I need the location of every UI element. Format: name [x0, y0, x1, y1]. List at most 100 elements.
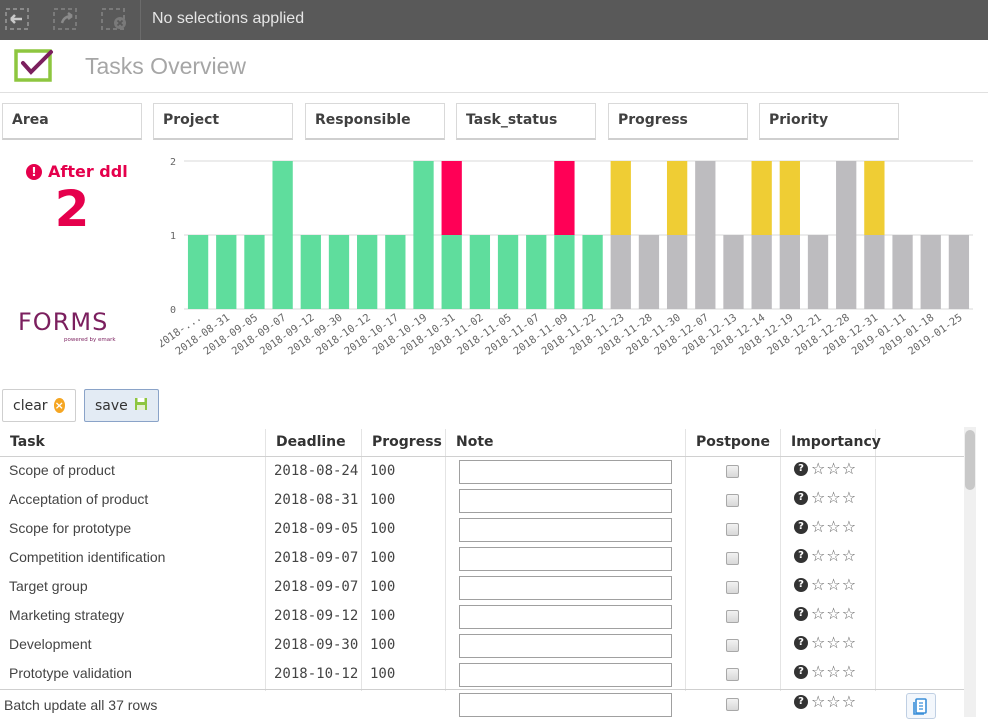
star-icon[interactable]: ☆: [826, 546, 841, 565]
star-icon[interactable]: ☆: [841, 488, 857, 507]
column-header-task[interactable]: Task: [10, 434, 45, 450]
page-title: Tasks Overview: [85, 53, 247, 79]
batch-note-input[interactable]: [459, 693, 672, 717]
task-name: Scope of product: [9, 462, 115, 478]
column-header-progress[interactable]: Progress: [372, 434, 442, 450]
star-icon[interactable]: ☆: [841, 692, 857, 711]
star-icon[interactable]: ☆: [811, 517, 826, 536]
task-name: Marketing strategy: [9, 607, 125, 623]
task-deadline: 2018-09-12: [274, 608, 359, 624]
help-icon[interactable]: ?: [794, 520, 808, 534]
star-icon[interactable]: ☆: [811, 692, 826, 711]
forward-selection-icon[interactable]: [50, 4, 82, 34]
note-input[interactable]: [459, 663, 672, 687]
task-deadline: 2018-09-07: [274, 579, 359, 595]
filter-responsible[interactable]: Responsible: [305, 103, 445, 140]
task-name: Scope for prototype: [9, 520, 132, 536]
table-scrollbar-thumb[interactable]: [965, 430, 975, 490]
task-progress: 100: [370, 579, 396, 595]
star-icon[interactable]: ☆: [841, 517, 857, 536]
clear-button-label: clear: [13, 397, 48, 414]
note-input[interactable]: [459, 518, 672, 542]
star-icon[interactable]: ☆: [811, 633, 826, 652]
filter-area[interactable]: Area: [2, 103, 142, 140]
filter-priority[interactable]: Priority: [759, 103, 899, 140]
bar-segment: [244, 235, 265, 309]
selection-status-text: No selections applied: [152, 10, 305, 27]
task-progress: 100: [370, 608, 396, 624]
star-icon[interactable]: ☆: [841, 604, 857, 623]
bar-segment: [385, 235, 406, 309]
star-icon[interactable]: ☆: [811, 546, 826, 565]
kpi-value: 2: [54, 180, 90, 238]
postpone-checkbox[interactable]: [726, 639, 739, 652]
postpone-checkbox[interactable]: [726, 610, 739, 623]
postpone-checkbox[interactable]: [726, 465, 739, 478]
star-icon[interactable]: ☆: [841, 575, 857, 594]
star-icon[interactable]: ☆: [811, 459, 826, 478]
note-input[interactable]: [459, 460, 672, 484]
copy-icon[interactable]: [906, 693, 936, 719]
star-icon[interactable]: ☆: [826, 633, 841, 652]
bar-segment: [920, 235, 941, 309]
star-icon[interactable]: ☆: [811, 604, 826, 623]
help-icon[interactable]: ?: [794, 607, 808, 621]
star-icon[interactable]: ☆: [826, 692, 841, 711]
help-icon[interactable]: ?: [794, 462, 808, 476]
save-button[interactable]: save: [84, 389, 159, 422]
help-icon[interactable]: ?: [794, 549, 808, 563]
star-icon[interactable]: ☆: [811, 575, 826, 594]
star-icon[interactable]: ☆: [841, 633, 857, 652]
bar-segment: [836, 161, 857, 309]
bar-segment: [526, 235, 547, 309]
filter-progress[interactable]: Progress: [608, 103, 748, 140]
bar-segment: [469, 235, 491, 309]
star-icon[interactable]: ☆: [841, 662, 857, 681]
column-divider: [685, 429, 686, 691]
task-name: Competition identification: [9, 549, 166, 565]
column-header-importancy[interactable]: Importancy: [791, 434, 881, 450]
back-selection-icon[interactable]: [2, 4, 34, 34]
help-icon[interactable]: ?: [794, 491, 808, 505]
note-input[interactable]: [459, 634, 672, 658]
postpone-checkbox[interactable]: [726, 668, 739, 681]
postpone-checkbox[interactable]: [726, 523, 739, 536]
filter-project[interactable]: Project: [153, 103, 293, 140]
task-name: Acceptation of product: [9, 491, 149, 507]
star-icon[interactable]: ☆: [826, 488, 841, 507]
note-input[interactable]: [459, 605, 672, 629]
star-icon[interactable]: ☆: [826, 459, 841, 478]
star-icon[interactable]: ☆: [826, 662, 841, 681]
help-icon[interactable]: ?: [794, 578, 808, 592]
postpone-checkbox[interactable]: [726, 552, 739, 565]
bar-segment: [216, 235, 237, 309]
note-input[interactable]: [459, 576, 672, 600]
task-deadline: 2018-10-12: [274, 666, 359, 682]
star-icon[interactable]: ☆: [826, 604, 841, 623]
filter-task-status[interactable]: Task_status: [456, 103, 596, 140]
star-icon[interactable]: ☆: [826, 517, 841, 536]
column-header-postpone[interactable]: Postpone: [696, 434, 771, 450]
help-icon[interactable]: ?: [794, 665, 808, 679]
star-icon[interactable]: ☆: [841, 459, 857, 478]
clear-selections-icon[interactable]: [98, 4, 130, 34]
title-bar: Tasks Overview: [0, 40, 988, 93]
column-divider: [361, 429, 362, 691]
column-divider: [780, 429, 781, 691]
clear-button[interactable]: clear ×: [2, 389, 76, 422]
postpone-checkbox[interactable]: [726, 581, 739, 594]
column-header-deadline[interactable]: Deadline: [276, 434, 346, 450]
batch-postpone-checkbox[interactable]: [726, 698, 739, 711]
note-input[interactable]: [459, 547, 672, 571]
help-icon[interactable]: ?: [794, 695, 808, 709]
table-scrollbar[interactable]: [964, 427, 976, 717]
column-header-note[interactable]: Note: [456, 434, 494, 450]
help-icon[interactable]: ?: [794, 636, 808, 650]
postpone-checkbox[interactable]: [726, 494, 739, 507]
bar-segment: [751, 161, 772, 235]
star-icon[interactable]: ☆: [841, 546, 857, 565]
star-icon[interactable]: ☆: [811, 488, 826, 507]
star-icon[interactable]: ☆: [811, 662, 826, 681]
star-icon[interactable]: ☆: [826, 575, 841, 594]
note-input[interactable]: [459, 489, 672, 513]
